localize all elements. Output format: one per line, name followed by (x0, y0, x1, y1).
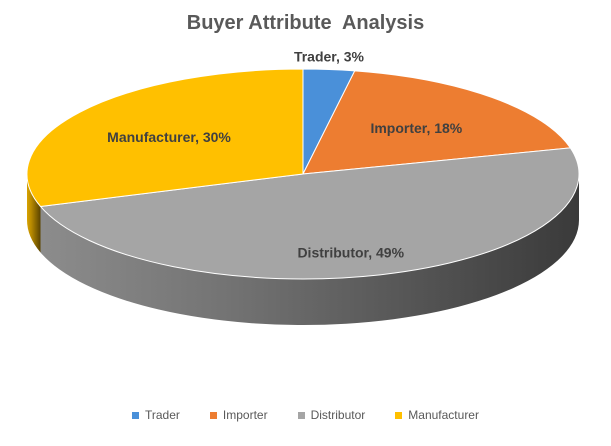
legend-label-manufacturer: Manufacturer (408, 408, 479, 422)
legend-swatch-distributor (297, 411, 305, 419)
data-label-importer: Importer, 18% (370, 120, 462, 136)
pie-side-distributor (40, 174, 579, 326)
pie-slice-importer (302, 70, 572, 175)
chart-legend: Trader Importer Distributor Manufacturer (0, 408, 611, 422)
legend-swatch-importer (209, 411, 217, 419)
legend-item-manufacturer: Manufacturer (395, 408, 479, 422)
legend-swatch-manufacturer (395, 411, 403, 419)
pie-side-manufacturer (27, 174, 41, 253)
data-label-manufacturer: Manufacturer, 30% (107, 129, 231, 145)
legend-swatch-trader (132, 411, 139, 419)
legend-item-distributor: Distributor (297, 408, 366, 422)
legend-label-trader: Trader (145, 408, 180, 422)
data-label-trader: Trader, 3% (294, 48, 365, 64)
chart-title: Buyer Attribute Analysis (186, 12, 425, 34)
legend-label-importer: Importer (222, 408, 268, 422)
legend-item-importer: Importer (209, 408, 268, 422)
data-label-distributor: Distributor, 49% (297, 245, 404, 261)
pie-slice-distributor (39, 147, 580, 280)
legend-item-trader: Trader (132, 408, 180, 422)
legend-label-distributor: Distributor (310, 408, 366, 422)
pie-slice-manufacturer (26, 68, 304, 207)
